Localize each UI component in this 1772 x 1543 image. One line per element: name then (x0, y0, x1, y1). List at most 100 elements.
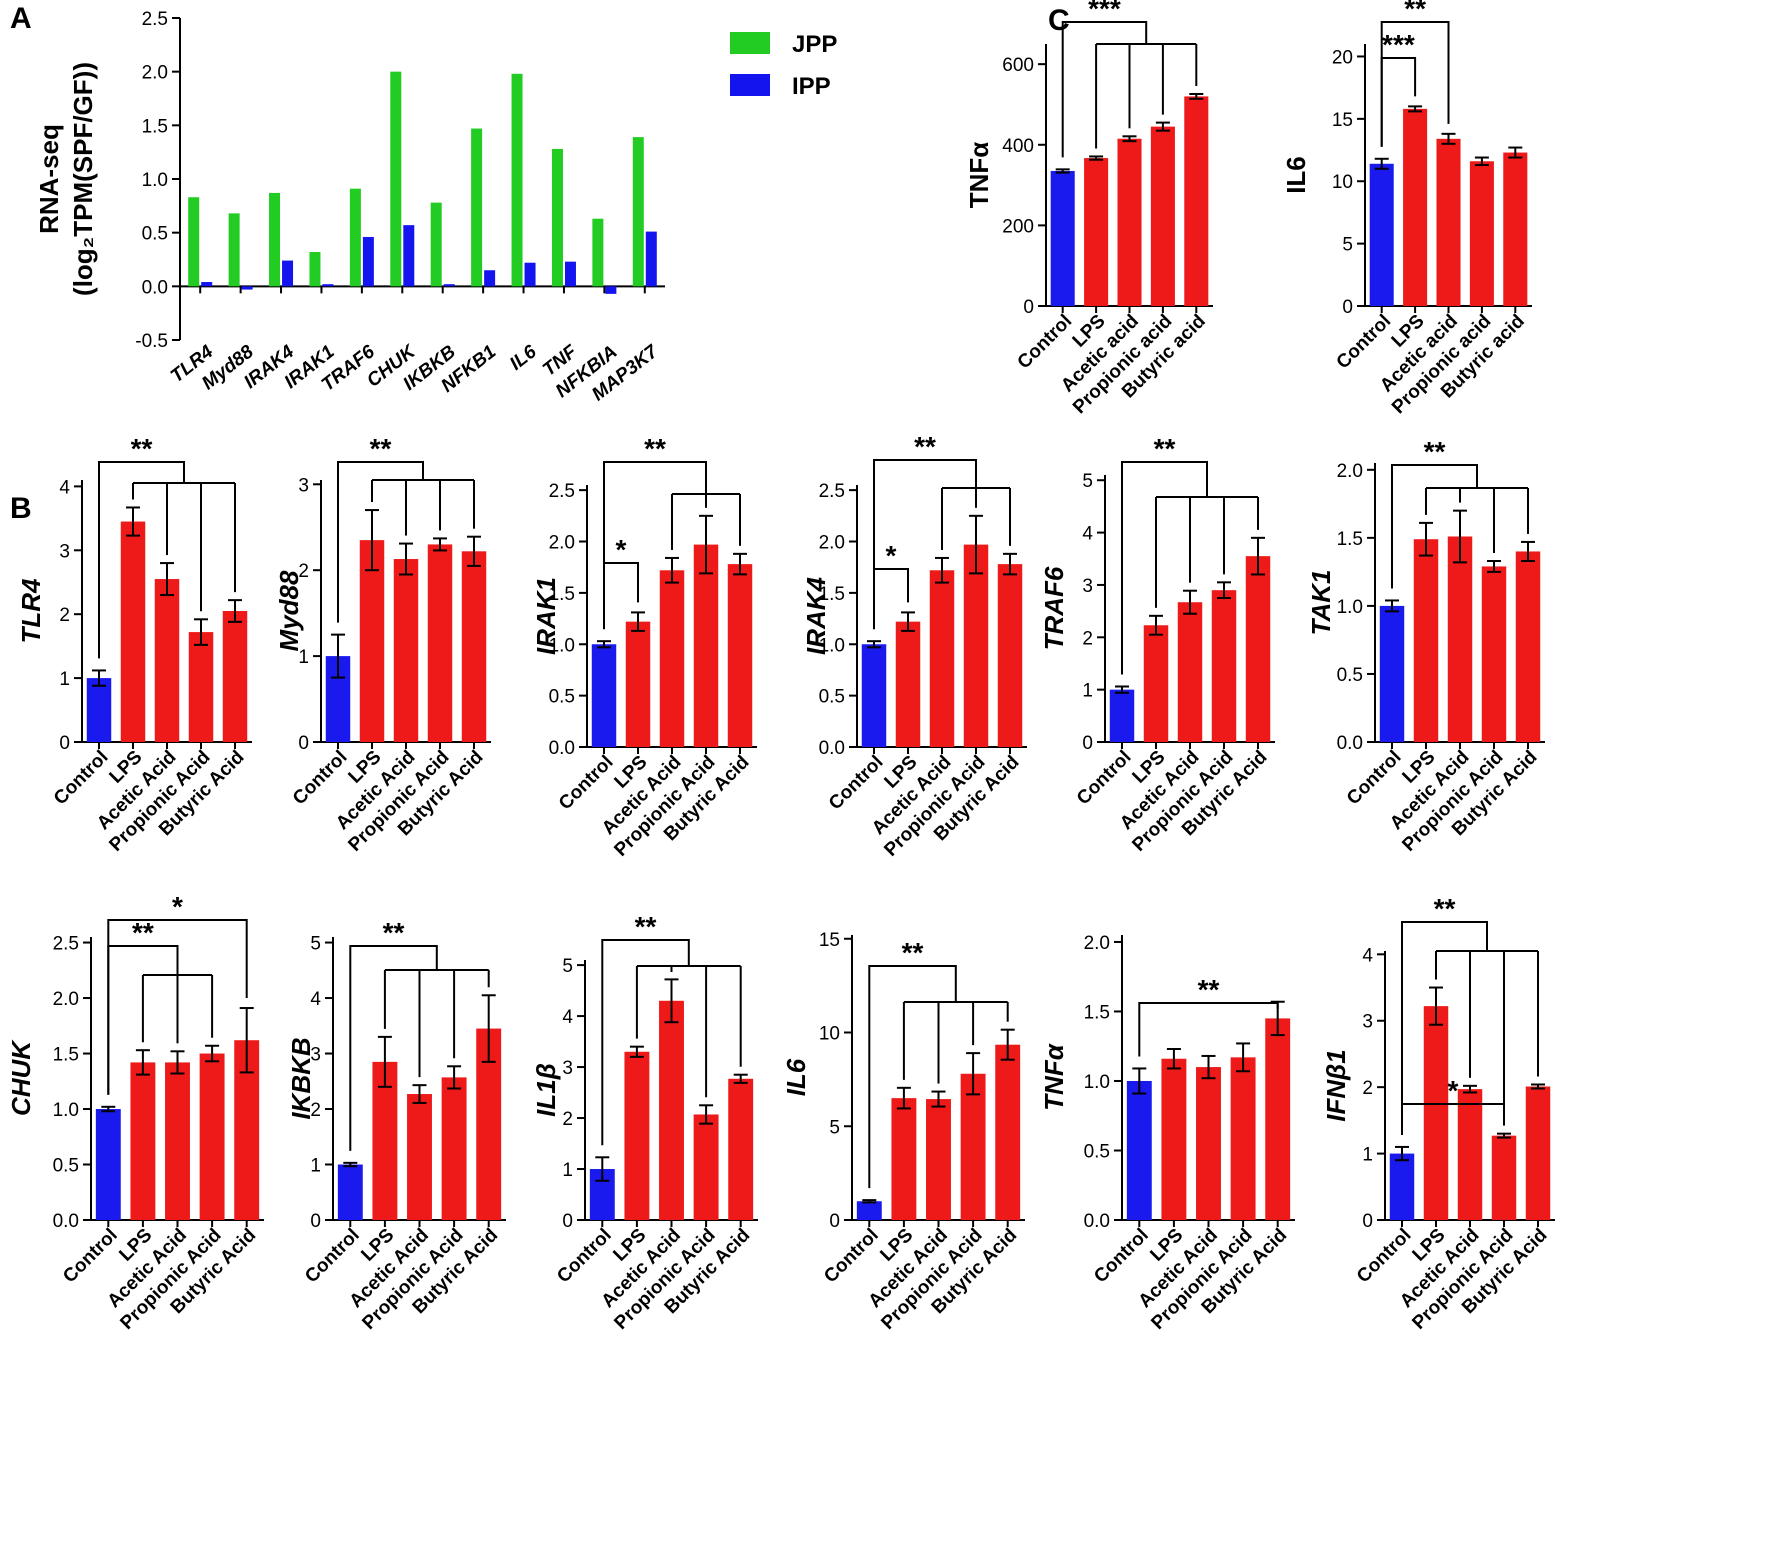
bar-treatment (1150, 126, 1175, 306)
y-tick-label: 2.0 (53, 989, 79, 1010)
y-axis-label: IL6 (781, 1058, 811, 1096)
x-category-label: Control (50, 747, 113, 810)
significance-bracket (873, 459, 977, 630)
x-category-label: Control (555, 752, 618, 815)
y-tick-label: 3 (310, 1045, 321, 1066)
y-axis-label: CHUK (6, 1039, 36, 1116)
bar-treatment (1265, 1018, 1291, 1220)
y-tick-label: 0.0 (819, 738, 845, 759)
bar-treatment (1177, 602, 1203, 742)
bar-treatment (461, 551, 487, 742)
y-tick-label: 0.0 (142, 277, 168, 298)
bar-treatment (728, 1078, 754, 1220)
x-category-label: Control (1333, 311, 1396, 374)
y-tick-label: 0 (1342, 297, 1353, 318)
y-tick-label: 1.0 (549, 635, 575, 656)
y-tick-label: 600 (1002, 55, 1034, 76)
bar-control (337, 1164, 363, 1220)
significance-marker: * (886, 540, 897, 571)
bar-control (95, 1109, 121, 1220)
y-tick-label: 4 (562, 1007, 573, 1028)
panel-a-chart: -0.50.00.51.01.52.02.5TLR4Myd88IRAK4IRAK… (34, 9, 837, 405)
y-tick-label: 0 (1082, 733, 1093, 754)
y-tick-label: 1 (1362, 1145, 1373, 1166)
bar-treatment (393, 559, 419, 742)
y-tick-label: 20 (1332, 47, 1353, 68)
bar-treatment (895, 621, 921, 747)
significance-bracket (1380, 57, 1417, 147)
bar-treatment (929, 570, 955, 747)
y-tick-label: 0.5 (53, 1156, 79, 1177)
y-axis-label: IL6 (1281, 156, 1311, 194)
significance-bracket (337, 461, 424, 623)
x-category-label: IL6 (506, 341, 541, 375)
y-tick-label: 1 (298, 647, 309, 668)
bar-treatment (1481, 566, 1507, 742)
y-tick-label: 0.5 (549, 687, 575, 708)
bar-jpp (430, 202, 442, 287)
bar-jpp (592, 218, 604, 287)
y-axis-label: RNA-seq (34, 124, 64, 234)
bar-treatment (624, 1051, 650, 1220)
bar-jpp (551, 148, 563, 287)
y-tick-label: 1 (1082, 681, 1093, 702)
bar-ipp (524, 262, 536, 287)
y-tick-label: 400 (1002, 136, 1034, 157)
legend-label-jpp: JPP (792, 31, 837, 58)
panel-letter-a: A (10, 2, 32, 35)
legend-label-ipp: IPP (792, 73, 831, 100)
bar-jpp (349, 188, 361, 287)
legend-swatch-jpp (730, 32, 770, 54)
y-tick-label: 10 (819, 1024, 840, 1045)
y-tick-label: 200 (1002, 216, 1034, 237)
y-tick-label: 2.5 (819, 481, 845, 502)
bar-control (1109, 689, 1135, 742)
y-tick-label: 2 (1082, 628, 1093, 649)
y-axis-label: TNFα (1039, 1042, 1069, 1111)
y-tick-label: 1.0 (1337, 597, 1363, 618)
significance-bracket (1121, 461, 1208, 675)
y-tick-label: 1.0 (142, 170, 168, 191)
y-tick-label: 0 (1362, 1211, 1373, 1232)
y-tick-label: 2.0 (549, 533, 575, 554)
legend-swatch-ipp (730, 74, 770, 96)
y-tick-label: 5 (829, 1117, 840, 1138)
x-category-label: Control (825, 752, 888, 815)
y-tick-label: 0.0 (1337, 733, 1363, 754)
bar-treatment (1245, 556, 1271, 742)
y-tick-label: 2.0 (1084, 933, 1110, 954)
x-category-label: Control (59, 1225, 122, 1288)
bar-jpp (188, 197, 200, 287)
significance-bracket (1401, 1103, 1505, 1135)
significance-bracket (868, 965, 957, 1189)
bar-control (861, 644, 887, 747)
y-tick-label: 0 (562, 1211, 573, 1232)
panel-letter-b: B (10, 492, 32, 525)
y-tick-label: 3 (1362, 1012, 1373, 1033)
significance-bracket (1061, 21, 1148, 158)
bar-jpp (471, 128, 483, 287)
bar-treatment (1447, 536, 1473, 742)
bar-treatment (1469, 161, 1494, 306)
significance-bracket (601, 939, 690, 1146)
bar-treatment (1413, 539, 1439, 742)
y-tick-label: 15 (819, 930, 840, 951)
bar-treatment (1211, 590, 1237, 742)
significance-marker: ** (644, 433, 666, 464)
y-tick-label: 3 (562, 1058, 573, 1079)
bar-treatment (960, 1073, 986, 1220)
y-tick-label: 0 (298, 733, 309, 754)
y-tick-label: -0.5 (135, 331, 168, 352)
y-axis-label: Myd88 (274, 570, 304, 651)
bar-ipp (282, 260, 294, 287)
bar-control (1379, 605, 1405, 742)
y-tick-label: 5 (562, 956, 573, 977)
significance-marker: ** (1198, 974, 1220, 1005)
y-axis-label: TAK1 (1306, 570, 1336, 636)
x-category-label: Control (820, 1225, 883, 1288)
